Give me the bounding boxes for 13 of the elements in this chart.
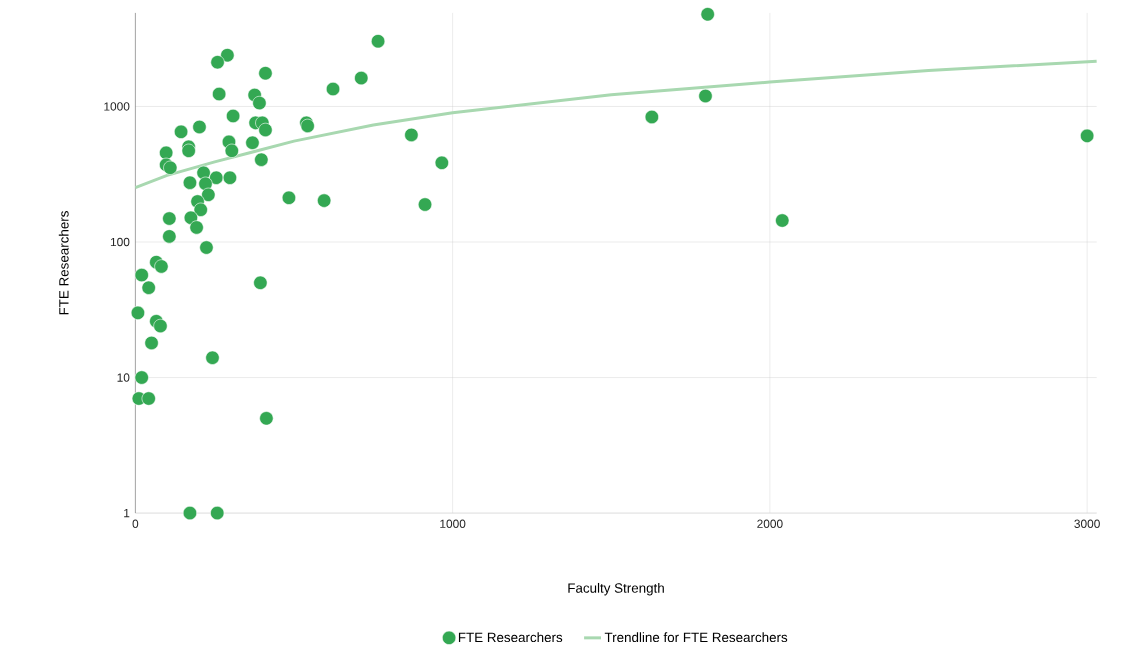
line-series (133, 59, 1099, 190)
x-tick-label: 0 (132, 519, 139, 529)
x-axis-title: Faculty Strength (568, 583, 664, 596)
x-tick-label: 3000 (1074, 519, 1100, 529)
y-tick-label: 10 (117, 373, 130, 382)
x-tick-label: 2000 (757, 519, 783, 529)
y-tick-label: 100 (110, 237, 130, 247)
legend-label: FTE Researchers (458, 632, 563, 643)
y-axis-title: FTE Researchers (58, 211, 69, 315)
y-tick-label: 1000 (104, 102, 130, 111)
x-tick-label: 1000 (440, 519, 466, 529)
y-tick-label: 1 (124, 509, 130, 518)
legend-label: Trendline for FTE Researchers (604, 632, 788, 643)
